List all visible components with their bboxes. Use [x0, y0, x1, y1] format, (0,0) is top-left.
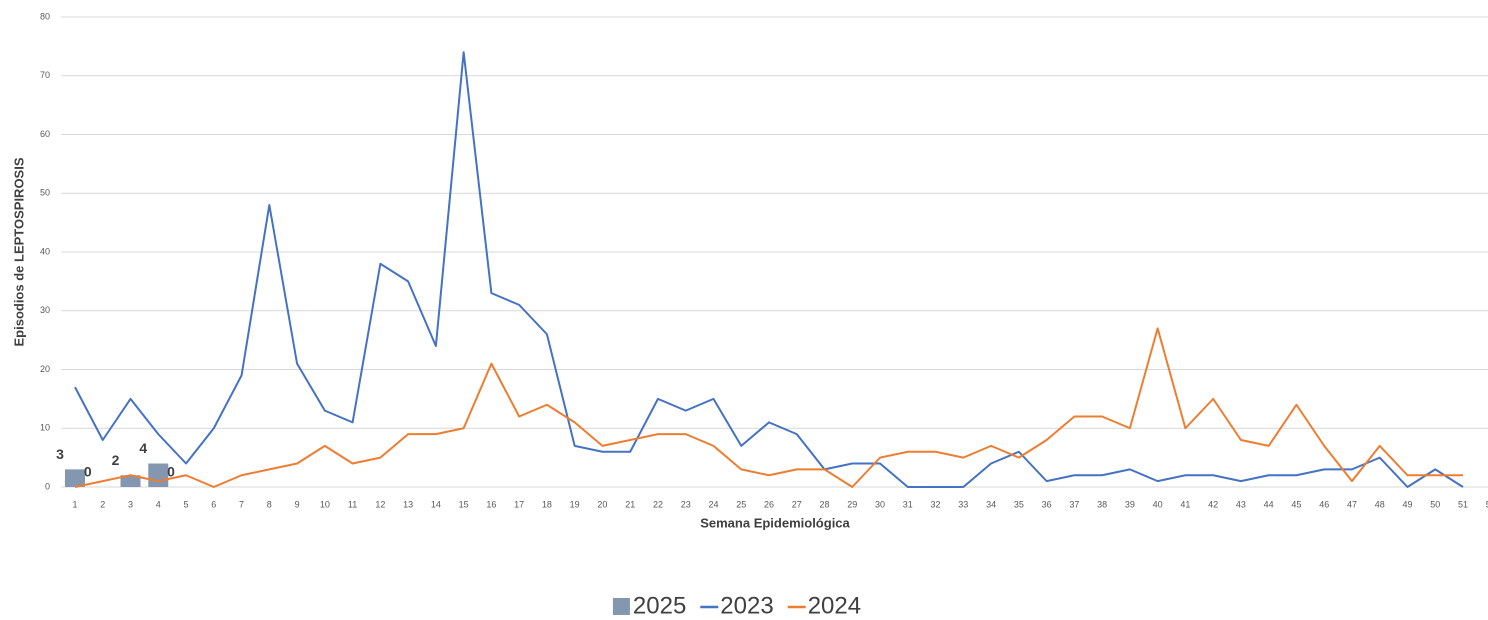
x-tick-label: 18: [542, 499, 552, 509]
x-tick-label: 7: [239, 499, 244, 509]
x-tick-label: 51: [1458, 499, 1468, 509]
x-tick-label: 27: [792, 499, 802, 509]
x-tick-label: 16: [486, 499, 496, 509]
x-tick-label: 29: [847, 499, 857, 509]
y-tick-label: 20: [40, 364, 50, 374]
y-tick-label: 30: [40, 305, 50, 315]
x-tick-label: 19: [570, 499, 580, 509]
x-tick-label: 52: [1486, 499, 1488, 509]
x-tick-label: 1: [72, 499, 77, 509]
data-label: 3: [56, 446, 64, 462]
data-label: 2: [112, 452, 120, 468]
x-tick-label: 48: [1375, 499, 1385, 509]
bar: [65, 469, 85, 487]
x-tick-label: 17: [514, 499, 524, 509]
x-tick-label: 5: [184, 499, 189, 509]
x-tick-label: 34: [986, 499, 996, 509]
legend-swatch: [612, 598, 630, 615]
bar: [148, 463, 169, 487]
x-tick-label: 47: [1347, 499, 1357, 509]
x-axis-label: Semana Epidemiológica: [700, 515, 850, 530]
x-tick-label: 6: [211, 499, 216, 509]
legend-label: 2023: [720, 592, 773, 619]
x-tick-label: 4: [156, 499, 161, 509]
x-tick-label: 37: [1069, 499, 1079, 509]
data-label: 0: [84, 464, 92, 480]
x-tick-label: 46: [1319, 499, 1329, 509]
x-tick-label: 25: [736, 499, 746, 509]
y-tick-label: 70: [40, 70, 50, 80]
x-tick-label: 10: [320, 499, 330, 509]
y-tick-label: 40: [40, 246, 50, 256]
x-tick-label: 41: [1180, 499, 1190, 509]
x-tick-label: 22: [653, 499, 663, 509]
bar: [120, 475, 141, 487]
x-tick-label: 36: [1042, 499, 1052, 509]
y-tick-label: 50: [40, 188, 50, 198]
x-tick-label: 32: [931, 499, 941, 509]
x-tick-label: 20: [597, 499, 607, 509]
x-tick-label: 11: [348, 499, 357, 509]
x-tick-label: 38: [1097, 499, 1107, 509]
x-tick-label: 15: [459, 499, 469, 509]
x-tick-label: 23: [681, 499, 691, 509]
x-tick-label: 45: [1291, 499, 1301, 509]
legend-label: 2024: [808, 592, 861, 619]
x-tick-label: 2: [100, 499, 105, 509]
y-tick-label: 0: [45, 481, 50, 491]
data-label: 0: [167, 464, 175, 480]
x-tick-label: 40: [1153, 499, 1163, 509]
x-tick-label: 43: [1236, 499, 1246, 509]
x-tick-label: 26: [764, 499, 774, 509]
legend-label: 2025: [633, 592, 686, 619]
y-axis-label: Episodios de LEPTOSPIROSIS: [11, 157, 26, 346]
x-tick-label: 49: [1402, 499, 1412, 509]
x-tick-label: 44: [1264, 499, 1274, 509]
x-tick-label: 3: [128, 499, 133, 509]
y-tick-label: 80: [40, 11, 50, 21]
y-tick-label: 10: [40, 423, 50, 433]
x-tick-label: 31: [903, 499, 913, 509]
x-tick-label: 42: [1208, 499, 1218, 509]
x-tick-label: 13: [403, 499, 413, 509]
x-tick-label: 28: [820, 499, 830, 509]
data-label: 4: [139, 440, 147, 456]
x-tick-label: 35: [1014, 499, 1024, 509]
y-tick-label: 60: [40, 129, 50, 139]
x-tick-label: 14: [431, 499, 441, 509]
x-tick-label: 24: [708, 499, 718, 509]
x-tick-label: 50: [1430, 499, 1440, 509]
x-tick-label: 21: [625, 499, 635, 509]
x-tick-label: 8: [267, 499, 272, 509]
x-tick-label: 12: [375, 499, 385, 509]
x-tick-label: 33: [958, 499, 968, 509]
line: [74, 51, 1464, 488]
x-tick-label: 30: [875, 499, 885, 509]
x-tick-label: 39: [1125, 499, 1135, 509]
x-tick-label: 9: [295, 499, 300, 509]
line: [74, 327, 1463, 488]
